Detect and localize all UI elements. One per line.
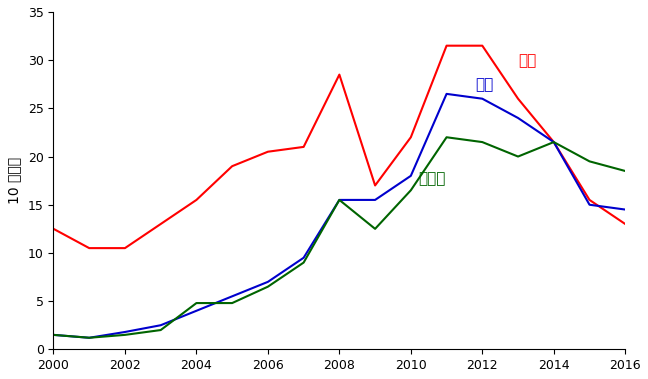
Y-axis label: 10 億ドル: 10 億ドル — [7, 157, 21, 204]
Text: 植物油: 植物油 — [418, 172, 445, 186]
Text: 原油: 原油 — [518, 53, 537, 68]
Text: 石炭: 石炭 — [475, 77, 493, 92]
